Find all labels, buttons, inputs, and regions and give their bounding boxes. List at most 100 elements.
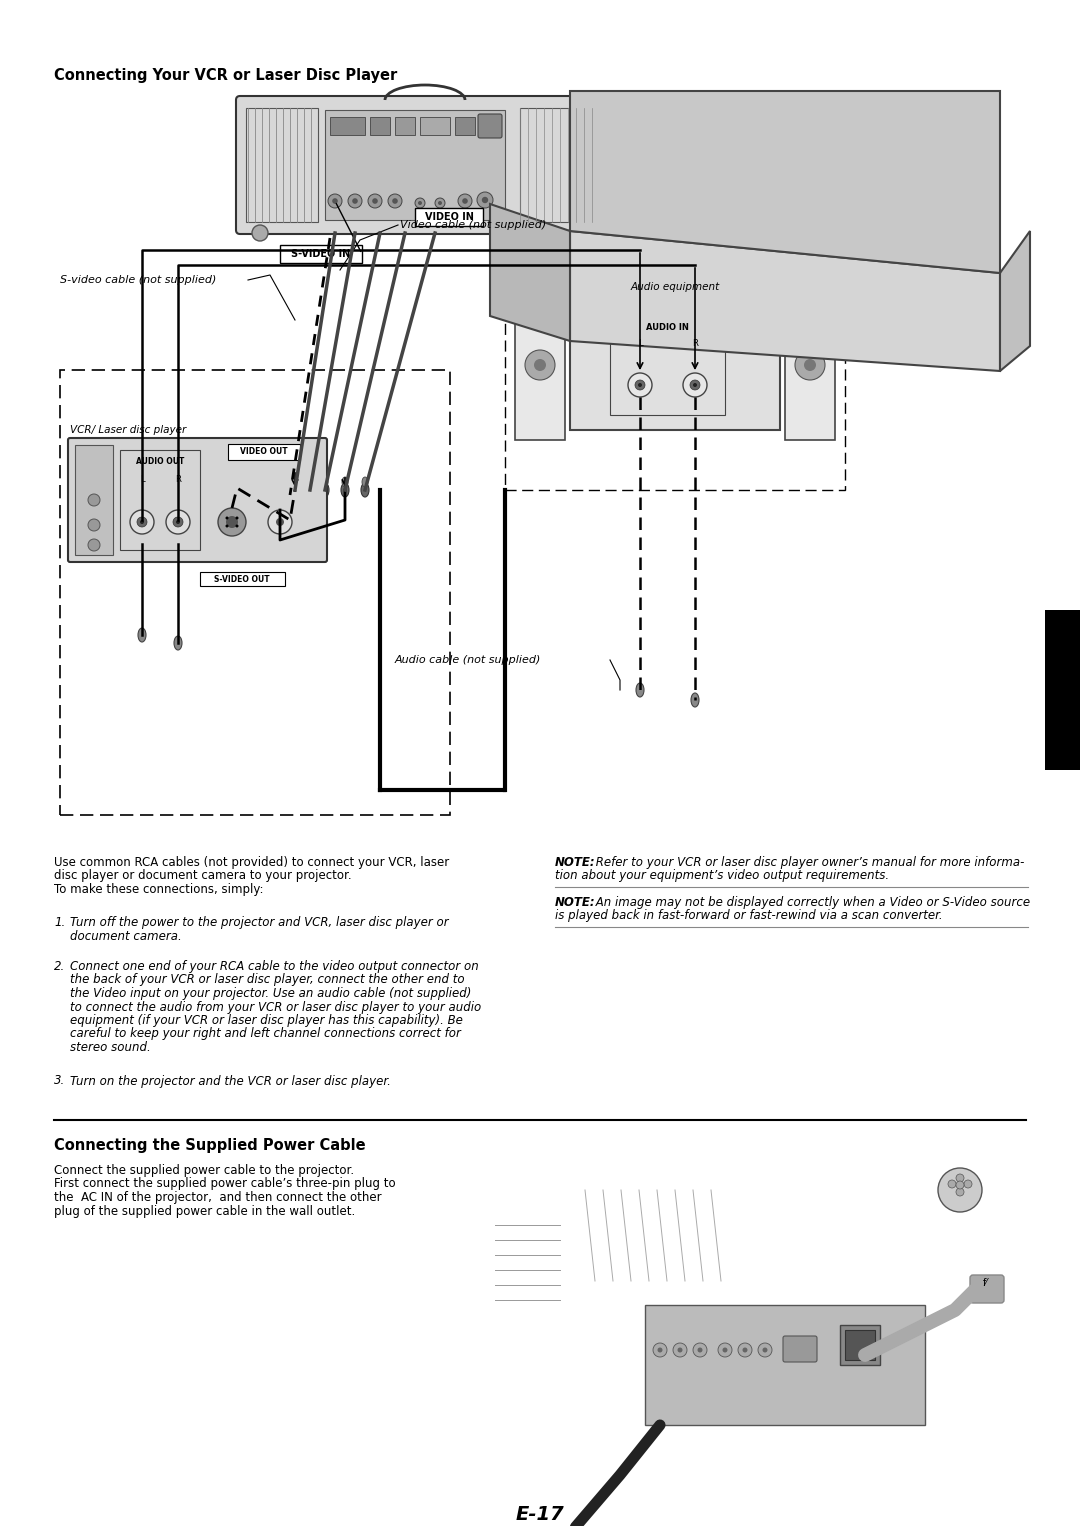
Circle shape (268, 510, 292, 534)
Bar (840, 1325, 880, 1364)
Circle shape (477, 192, 492, 208)
Circle shape (743, 1347, 747, 1352)
Circle shape (87, 494, 100, 507)
Text: S-video cable (not supplied): S-video cable (not supplied) (60, 275, 216, 285)
Ellipse shape (174, 636, 183, 650)
Circle shape (226, 516, 238, 528)
Text: NOTE:: NOTE: (555, 856, 596, 868)
Ellipse shape (636, 684, 644, 697)
Circle shape (462, 198, 468, 204)
Text: f⁄: f⁄ (983, 1277, 987, 1288)
Circle shape (738, 1343, 752, 1357)
Circle shape (333, 198, 338, 204)
Circle shape (352, 198, 357, 204)
Circle shape (525, 349, 555, 380)
Bar (246, 108, 318, 221)
Circle shape (658, 1347, 662, 1352)
Bar (280, 246, 362, 262)
Text: L: L (139, 476, 145, 484)
Text: Audio cable (not supplied): Audio cable (not supplied) (395, 655, 541, 665)
Text: Turn on the projector and the VCR or laser disc player.: Turn on the projector and the VCR or las… (70, 1074, 391, 1088)
Bar (395, 118, 415, 134)
FancyBboxPatch shape (478, 114, 502, 137)
Circle shape (718, 1343, 732, 1357)
Circle shape (140, 520, 144, 523)
Circle shape (956, 1181, 964, 1189)
Text: the  AC IN of the projector,  and then connect the other: the AC IN of the projector, and then con… (54, 1190, 381, 1204)
Bar (845, 1331, 875, 1360)
Text: S-VIDEO IN: S-VIDEO IN (292, 249, 351, 259)
Ellipse shape (138, 629, 146, 642)
Circle shape (635, 380, 645, 391)
Circle shape (458, 194, 472, 208)
Circle shape (176, 520, 180, 523)
Text: the Video input on your projector. Use an audio cable (not supplied): the Video input on your projector. Use a… (70, 987, 471, 1000)
Bar (610, 314, 725, 415)
Circle shape (795, 349, 825, 380)
Ellipse shape (292, 478, 298, 487)
Ellipse shape (307, 478, 313, 487)
Circle shape (683, 372, 707, 397)
Text: AUDIO IN: AUDIO IN (646, 322, 688, 331)
Circle shape (87, 519, 100, 531)
Bar (420, 118, 450, 134)
Bar (228, 444, 300, 459)
Text: Use common RCA cables (not provided) to connect your VCR, laser: Use common RCA cables (not provided) to … (54, 856, 449, 868)
Ellipse shape (341, 484, 349, 497)
Circle shape (610, 140, 660, 191)
Text: First connect the supplied power cable’s three-pin plug to: First connect the supplied power cable’s… (54, 1178, 395, 1190)
Text: VIDEO IN: VIDEO IN (424, 212, 473, 221)
Circle shape (627, 372, 652, 397)
Circle shape (166, 510, 190, 534)
Circle shape (956, 1173, 964, 1183)
Circle shape (698, 1347, 702, 1352)
Circle shape (438, 201, 442, 204)
Bar (1045, 610, 1080, 771)
Circle shape (638, 383, 642, 388)
Text: Connect the supplied power cable to the projector.: Connect the supplied power cable to the … (54, 1164, 354, 1177)
Text: VCR/ Laser disc player: VCR/ Laser disc player (70, 426, 186, 435)
Text: disc player or document camera to your projector.: disc player or document camera to your p… (54, 870, 352, 882)
Bar (370, 118, 390, 134)
Circle shape (328, 194, 342, 208)
Text: S-VIDEO OUT: S-VIDEO OUT (214, 574, 270, 583)
Text: 1.: 1. (54, 916, 65, 929)
Bar (515, 290, 565, 439)
Text: AUDIO OUT: AUDIO OUT (136, 458, 185, 467)
Text: E-17: E-17 (515, 1505, 565, 1524)
Text: careful to keep your right and left channel connections correct for: careful to keep your right and left chan… (70, 1027, 461, 1041)
Text: equipment (if your VCR or laser disc player has this capability). Be: equipment (if your VCR or laser disc pla… (70, 1013, 463, 1027)
Text: tion about your equipment’s video output requirements.: tion about your equipment’s video output… (555, 870, 889, 882)
Text: stereo sound.: stereo sound. (70, 1041, 151, 1054)
Text: L: L (637, 339, 643, 348)
Circle shape (948, 1180, 956, 1189)
Bar (120, 450, 200, 549)
Circle shape (677, 1347, 683, 1352)
Text: Connecting the Supplied Power Cable: Connecting the Supplied Power Cable (54, 1138, 366, 1154)
Polygon shape (570, 92, 1000, 273)
Text: R: R (692, 339, 698, 348)
Text: Connecting Your VCR or Laser Disc Player: Connecting Your VCR or Laser Disc Player (54, 69, 397, 82)
Circle shape (276, 517, 284, 526)
Ellipse shape (691, 693, 699, 707)
Circle shape (693, 383, 697, 388)
Circle shape (956, 1189, 964, 1196)
Circle shape (482, 197, 488, 203)
Polygon shape (1000, 230, 1030, 371)
Polygon shape (490, 204, 570, 340)
Circle shape (226, 525, 229, 528)
Ellipse shape (361, 484, 369, 497)
Bar (505, 230, 845, 490)
FancyBboxPatch shape (783, 1335, 816, 1363)
Circle shape (137, 517, 147, 526)
Text: VIDEO OUT: VIDEO OUT (240, 447, 287, 456)
Ellipse shape (291, 484, 299, 497)
Ellipse shape (362, 478, 368, 487)
Circle shape (418, 201, 422, 204)
Text: is played back in fast-forward or fast-rewind via a scan converter.: is played back in fast-forward or fast-r… (555, 909, 943, 923)
Circle shape (435, 198, 445, 208)
FancyBboxPatch shape (237, 96, 674, 233)
Circle shape (252, 224, 268, 241)
Circle shape (368, 194, 382, 208)
Text: To make these connections, simply:: To make these connections, simply: (54, 884, 264, 896)
